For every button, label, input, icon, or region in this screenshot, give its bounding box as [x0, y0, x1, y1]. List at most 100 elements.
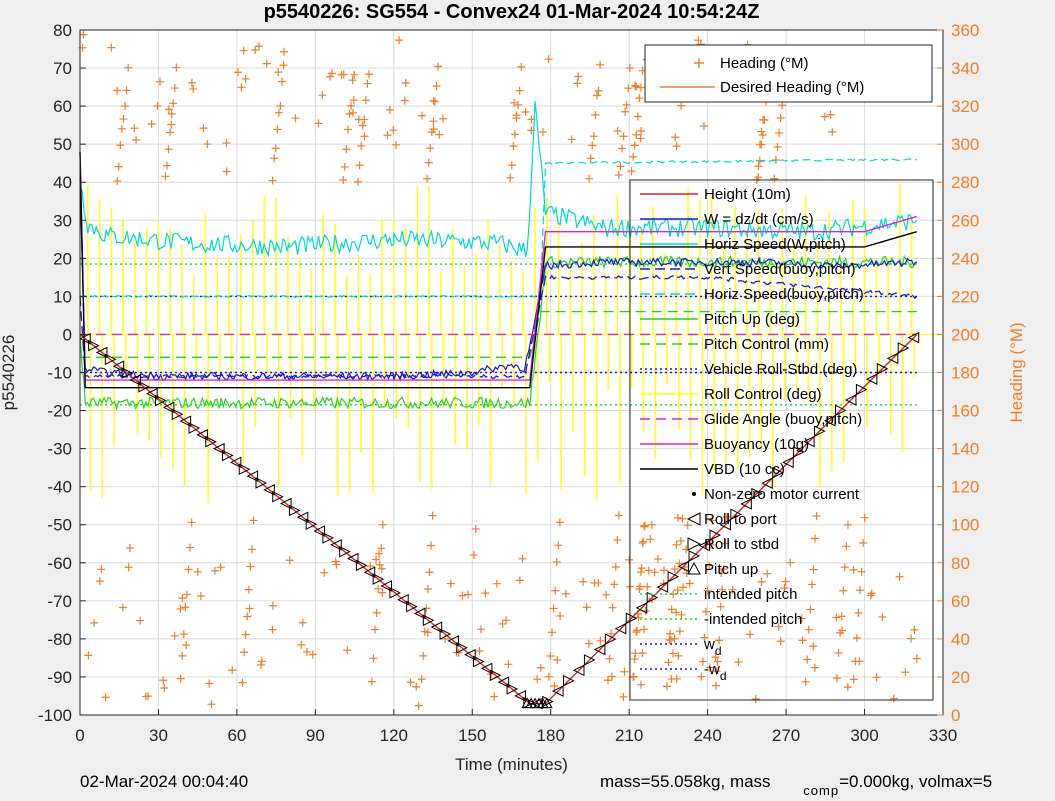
heading-point: [509, 142, 518, 151]
roll-spike: [228, 256, 233, 378]
heading-point: [361, 96, 370, 105]
heading-point: [375, 560, 384, 569]
roll-spike: [557, 219, 562, 489]
roll-to-port-marker: [464, 648, 476, 661]
roll-spike: [416, 185, 421, 482]
heading-point: [132, 135, 141, 144]
roll-to-port-marker: [363, 566, 376, 579]
roll-spike: [616, 195, 621, 485]
legend-main-label: Non-zero motor current: [704, 486, 860, 503]
roll-to-stbd-marker: [523, 696, 535, 709]
heading-point: [666, 636, 675, 645]
heading-point: [607, 629, 616, 638]
heading-point: [797, 614, 806, 623]
heading-point: [196, 592, 205, 601]
footer-mass-text: mass=55.058kg, mass: [600, 772, 771, 791]
roll-to-stbd-marker: [688, 550, 701, 562]
heading-point: [101, 693, 110, 702]
heading-point: [423, 584, 432, 593]
roll-to-port-marker: [279, 497, 292, 510]
heading-point: [608, 603, 617, 612]
heading-point: [160, 684, 169, 693]
heading-point: [176, 604, 185, 613]
roll-to-stbd-marker: [583, 654, 596, 666]
heading-point: [429, 96, 438, 105]
heading-point: [521, 107, 530, 116]
heading-point: [857, 567, 866, 576]
roll-to-port-marker: [112, 360, 125, 373]
heading-point: [614, 511, 623, 520]
heading-point: [372, 608, 381, 617]
heading-point: [256, 660, 265, 669]
roll-to-stbd-marker: [305, 518, 318, 530]
heading-point: [677, 610, 686, 619]
heading-point: [832, 613, 841, 622]
heading-point: [79, 30, 88, 39]
heading-point: [426, 144, 435, 153]
heading-point: [705, 663, 714, 672]
heading-point: [374, 584, 383, 593]
roll-to-port-marker: [886, 352, 899, 365]
roll-spike: [498, 243, 504, 388]
roll-spike: [440, 272, 445, 409]
roll-to-port-marker: [296, 511, 309, 524]
roll-spike: [87, 185, 92, 491]
heading-point: [719, 565, 728, 574]
y-axis-label: p5540226: [0, 335, 18, 411]
heading-point: [910, 625, 919, 634]
heading-point: [548, 628, 557, 637]
heading-point: [653, 555, 662, 564]
roll-to-stbd-marker: [339, 545, 351, 558]
y-tick-label: 80: [53, 21, 72, 40]
heading-point: [533, 675, 542, 684]
heading-point: [274, 108, 283, 117]
heading-point: [434, 62, 443, 71]
heading-point: [706, 540, 715, 549]
heading-point: [553, 656, 562, 665]
heading-point: [751, 695, 760, 704]
heading-point: [632, 628, 641, 637]
heading-point: [417, 675, 426, 684]
roll-to-port-marker: [551, 685, 564, 697]
roll-spike: [251, 218, 257, 428]
y-tick-label: -100: [38, 706, 72, 725]
heading-point: [268, 176, 277, 185]
roll-to-stbd-marker: [793, 446, 805, 458]
footer-mass-sub: comp: [803, 783, 840, 798]
heading-point: [279, 47, 288, 56]
legend-main-symbol: [687, 561, 701, 575]
y-tick-label: -60: [47, 554, 72, 573]
heading-point: [203, 140, 212, 149]
roll-to-stbd-marker: [389, 587, 401, 599]
heading-point: [161, 172, 170, 181]
roll-to-port-marker: [907, 331, 920, 344]
heading-point: [625, 64, 634, 73]
heading-point: [237, 83, 246, 92]
roll-to-stbd-marker: [372, 573, 385, 585]
heading-point: [117, 124, 126, 133]
heading-point: [343, 646, 352, 655]
series-pitch-up-deg-: [79, 254, 918, 411]
heading-point: [423, 174, 432, 183]
heading-point: [187, 78, 196, 87]
roll-to-stbd-marker: [422, 614, 435, 627]
roll-spike: [428, 186, 433, 490]
heading-point: [95, 577, 104, 586]
heading-point: [613, 535, 622, 544]
heading-point: [546, 651, 555, 660]
heading-point: [773, 142, 782, 151]
heading-point: [636, 568, 645, 577]
heading-point: [843, 520, 852, 529]
heading-point: [635, 584, 644, 593]
heading-point: [839, 586, 848, 595]
heading-point: [506, 173, 515, 182]
roll-to-port-marker: [129, 374, 141, 386]
heading-point: [498, 619, 507, 628]
heading-point: [872, 673, 881, 682]
y2-tick-label: 280: [951, 173, 979, 192]
heading-point: [806, 605, 815, 614]
y-tick-label: -80: [47, 630, 72, 649]
heading-point: [634, 613, 643, 622]
heading-point: [130, 124, 139, 133]
heading-point: [895, 572, 904, 581]
